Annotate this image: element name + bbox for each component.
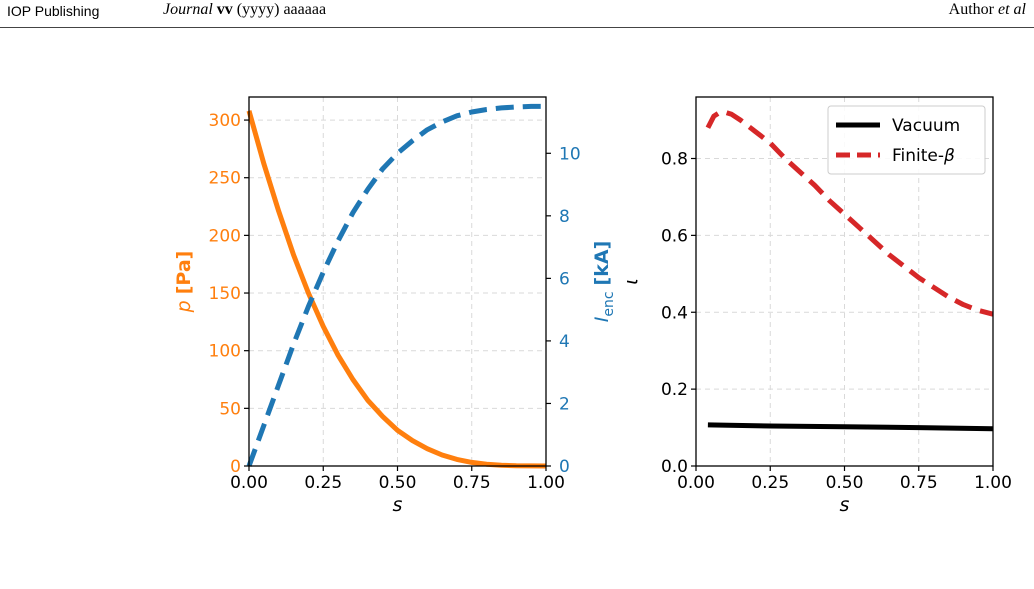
y-left-tick-label: 300 xyxy=(209,111,241,131)
x-axis-label: s xyxy=(840,494,850,516)
x-tick-label: 0.25 xyxy=(751,473,789,493)
y-right-tick-label: 8 xyxy=(559,207,570,227)
x-tick-label: 0.00 xyxy=(230,473,268,493)
x-tick-label: 0.50 xyxy=(379,473,417,493)
y-tick-label: 0.4 xyxy=(661,303,688,323)
journal-year-pages: (yyyy) aaaaaa xyxy=(236,1,327,18)
x-tick-label: 0.75 xyxy=(900,473,938,493)
finite-beta-line xyxy=(705,109,994,317)
enclosed-current-line xyxy=(246,103,546,467)
y-right-label-subscript: enc xyxy=(601,291,617,316)
journal-citation: Journal vv (yyyy) aaaaaa xyxy=(163,1,326,19)
y-right-tick-label: 4 xyxy=(559,332,570,352)
right-chart: 0.00 0.25 0.50 0.75 1.00 0.0 0.2 0.4 0.6 0.8 s ι Vac… xyxy=(620,96,1012,516)
running-author: Author et al xyxy=(949,1,1026,19)
x-tick-label: 1.00 xyxy=(527,473,565,493)
legend-finite-beta-text: Finite- xyxy=(892,146,944,166)
x-tick-label: 0.25 xyxy=(304,473,342,493)
legend-finite-beta-symbol: β xyxy=(943,146,955,166)
x-tick-label: 0.75 xyxy=(453,473,491,493)
publisher-name: IOP Publishing xyxy=(7,3,100,19)
y-right-tick-label: 0 xyxy=(559,457,570,477)
legend-vacuum-label: Vacuum xyxy=(892,116,960,136)
y-right-tick-label: 6 xyxy=(559,269,570,289)
y-right-label-symbol: I xyxy=(591,316,613,322)
pressure-line xyxy=(246,110,547,469)
y-left-label-unit: [Pa] xyxy=(173,251,195,295)
y-right-label-unit: [kA] xyxy=(591,241,613,286)
legend: Vacuum Finite-β xyxy=(827,105,986,175)
y-left-tick-label: 100 xyxy=(209,342,241,362)
journal-volume: vv xyxy=(216,1,233,18)
y-left-tick-label: 150 xyxy=(209,284,241,304)
y-right-axis-label: Ienc [kA] xyxy=(591,241,617,323)
y-axis-label: ι xyxy=(620,278,642,284)
x-tick-label: 0.50 xyxy=(826,473,864,493)
x-tick-label: 1.00 xyxy=(974,473,1012,493)
y-left-tick-label: 0 xyxy=(230,457,241,477)
y-left-axis-label: p [Pa] xyxy=(173,251,195,314)
y-tick-label: 0.6 xyxy=(661,226,688,246)
y-left-tick-label: 200 xyxy=(209,226,241,246)
y-left-tick-label: 50 xyxy=(219,399,241,419)
page-header: IOP Publishing Journal vv (yyyy) aaaaaa … xyxy=(0,0,1034,28)
y-tick-label: 0.0 xyxy=(661,457,688,477)
y-right-tick-label: 2 xyxy=(559,394,570,414)
y-left-label-symbol: p xyxy=(173,300,195,313)
et-al: et al xyxy=(998,1,1026,18)
header-rule xyxy=(0,27,1034,28)
y-tick-label: 0.8 xyxy=(661,150,688,170)
x-tick-label: 0.00 xyxy=(677,473,715,493)
y-tick-label: 0.2 xyxy=(661,380,688,400)
journal-name: Journal xyxy=(163,1,213,18)
y-left-tick-label: 250 xyxy=(209,169,241,189)
legend-finite-beta-label: Finite-β xyxy=(892,146,955,166)
y-right-tick-label: 10 xyxy=(559,144,581,164)
vacuum-line xyxy=(707,422,994,432)
author-name: Author xyxy=(948,1,994,18)
left-chart: 0.00 0.25 0.50 0.75 1.0005010015020025030002… xyxy=(173,96,617,516)
x-axis-label: s xyxy=(393,494,403,516)
